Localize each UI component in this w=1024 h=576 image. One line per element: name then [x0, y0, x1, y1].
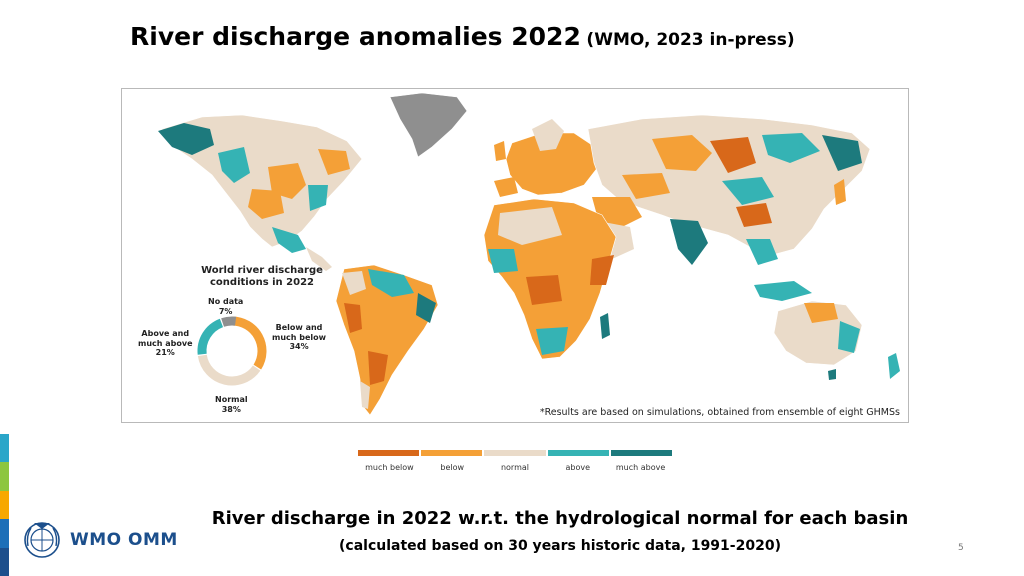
map-na-great-plains: [248, 189, 284, 219]
map-asia-kazakh: [622, 173, 670, 199]
map-africa-west: [488, 249, 518, 273]
map-na-west: [218, 147, 250, 183]
map-na-alaska: [158, 123, 214, 155]
map-sa-colombia: [342, 271, 366, 295]
map-sa-east: [416, 293, 436, 323]
map-new-zealand: [888, 353, 900, 379]
legend-swatch-much-below: [358, 450, 420, 456]
map-sa-peru: [344, 303, 362, 333]
donut-title-line1: World river discharge: [201, 265, 323, 276]
stripe-4: [0, 519, 9, 548]
donut-segment-normal: [197, 354, 261, 386]
donut-segment-below-and-much-below: [231, 316, 267, 370]
legend-swatch-above: [547, 450, 609, 456]
wmo-emblem-icon: [24, 522, 60, 558]
page-number: 5: [958, 543, 964, 553]
map-sa-amazon-north: [368, 269, 414, 297]
map-africa-sahara: [498, 207, 562, 245]
donut-segment-above-and-much-above: [197, 318, 224, 355]
map-iberia: [494, 177, 518, 197]
side-color-stripes: [0, 434, 9, 576]
donut-title-line2: conditions in 2022: [210, 277, 314, 288]
map-sa-chile: [360, 381, 370, 409]
donut-label-above: Above and much above 21%: [138, 329, 193, 357]
world-map-panel: World river discharge conditions in 2022…: [121, 88, 909, 423]
map-sa-pampas: [368, 351, 388, 385]
map-scandinavia: [532, 119, 564, 151]
legend-label-much-below: much below: [365, 463, 414, 472]
map-indonesia: [754, 281, 812, 301]
map-south-america: [335, 264, 439, 416]
map-australia-north: [804, 303, 838, 323]
map-asia-west-siberia: [652, 135, 712, 171]
stripe-5: [0, 547, 9, 576]
map-australia-east: [838, 321, 860, 353]
map-africa-horn: [590, 255, 614, 285]
stripe-1: [0, 434, 9, 463]
donut-segment-no-data: [221, 316, 237, 327]
map-uk: [494, 141, 506, 161]
map-na-mexico: [272, 227, 306, 253]
legend-swatch-normal: [484, 450, 546, 456]
legend-label-below: below: [440, 463, 465, 472]
stripe-2: [0, 462, 9, 491]
legend-swatch-much-above: [610, 450, 673, 456]
caption-main: River discharge in 2022 w.r.t. the hydro…: [211, 508, 909, 529]
legend-swatch-below: [421, 450, 483, 456]
map-asia-yangtze: [736, 203, 772, 227]
map-asia-east-siberia: [762, 133, 820, 163]
map-central-america: [306, 247, 332, 271]
map-asia-china-north: [722, 177, 774, 205]
map-tasmania: [828, 369, 836, 380]
map-africa-congo: [526, 275, 562, 305]
caption-sub: (calculated based on 30 years historic d…: [339, 538, 781, 554]
map-asia-india: [670, 219, 708, 265]
discharge-donut-chart: [197, 316, 267, 386]
legend-label-normal: normal: [500, 463, 529, 472]
map-na-central: [268, 163, 306, 199]
stripe-3: [0, 490, 9, 520]
map-asia-far-east: [822, 135, 862, 171]
wmo-logo: WMO OMM: [22, 520, 178, 560]
slide-title: River discharge anomalies 2022 (WMO, 202…: [130, 22, 795, 51]
simulation-note: *Results are based on simulations, obtai…: [539, 407, 900, 418]
donut-label-below: Below and much below 34%: [272, 323, 327, 351]
map-japan: [834, 179, 846, 205]
map-asia-se: [746, 239, 778, 265]
slide-title-source: (WMO, 2023 in-press): [586, 30, 795, 50]
map-africa-south: [536, 327, 568, 355]
map-na-quebec: [318, 149, 350, 175]
map-na-east: [308, 185, 328, 211]
legend-label-much-above: much above: [615, 463, 666, 472]
legend-label-above: above: [565, 463, 591, 472]
map-greenland: [389, 92, 468, 158]
donut-title: World river discharge conditions in 2022: [162, 265, 362, 289]
map-europe: [505, 132, 599, 196]
map-asia-yenisei: [710, 137, 756, 173]
wmo-logo-text: WMO OMM: [70, 530, 178, 550]
donut-label-no-data: No data 7%: [208, 297, 244, 316]
legend-labels: much below below normal above much above: [358, 463, 672, 472]
color-legend: much below below normal above much above: [358, 450, 673, 472]
legend-bar: [358, 450, 673, 456]
map-madagascar: [600, 313, 610, 339]
map-north-america: [161, 114, 363, 248]
slide-title-main: River discharge anomalies 2022: [130, 22, 581, 51]
world-map: [158, 92, 900, 416]
donut-label-normal: Normal 38%: [215, 395, 248, 414]
